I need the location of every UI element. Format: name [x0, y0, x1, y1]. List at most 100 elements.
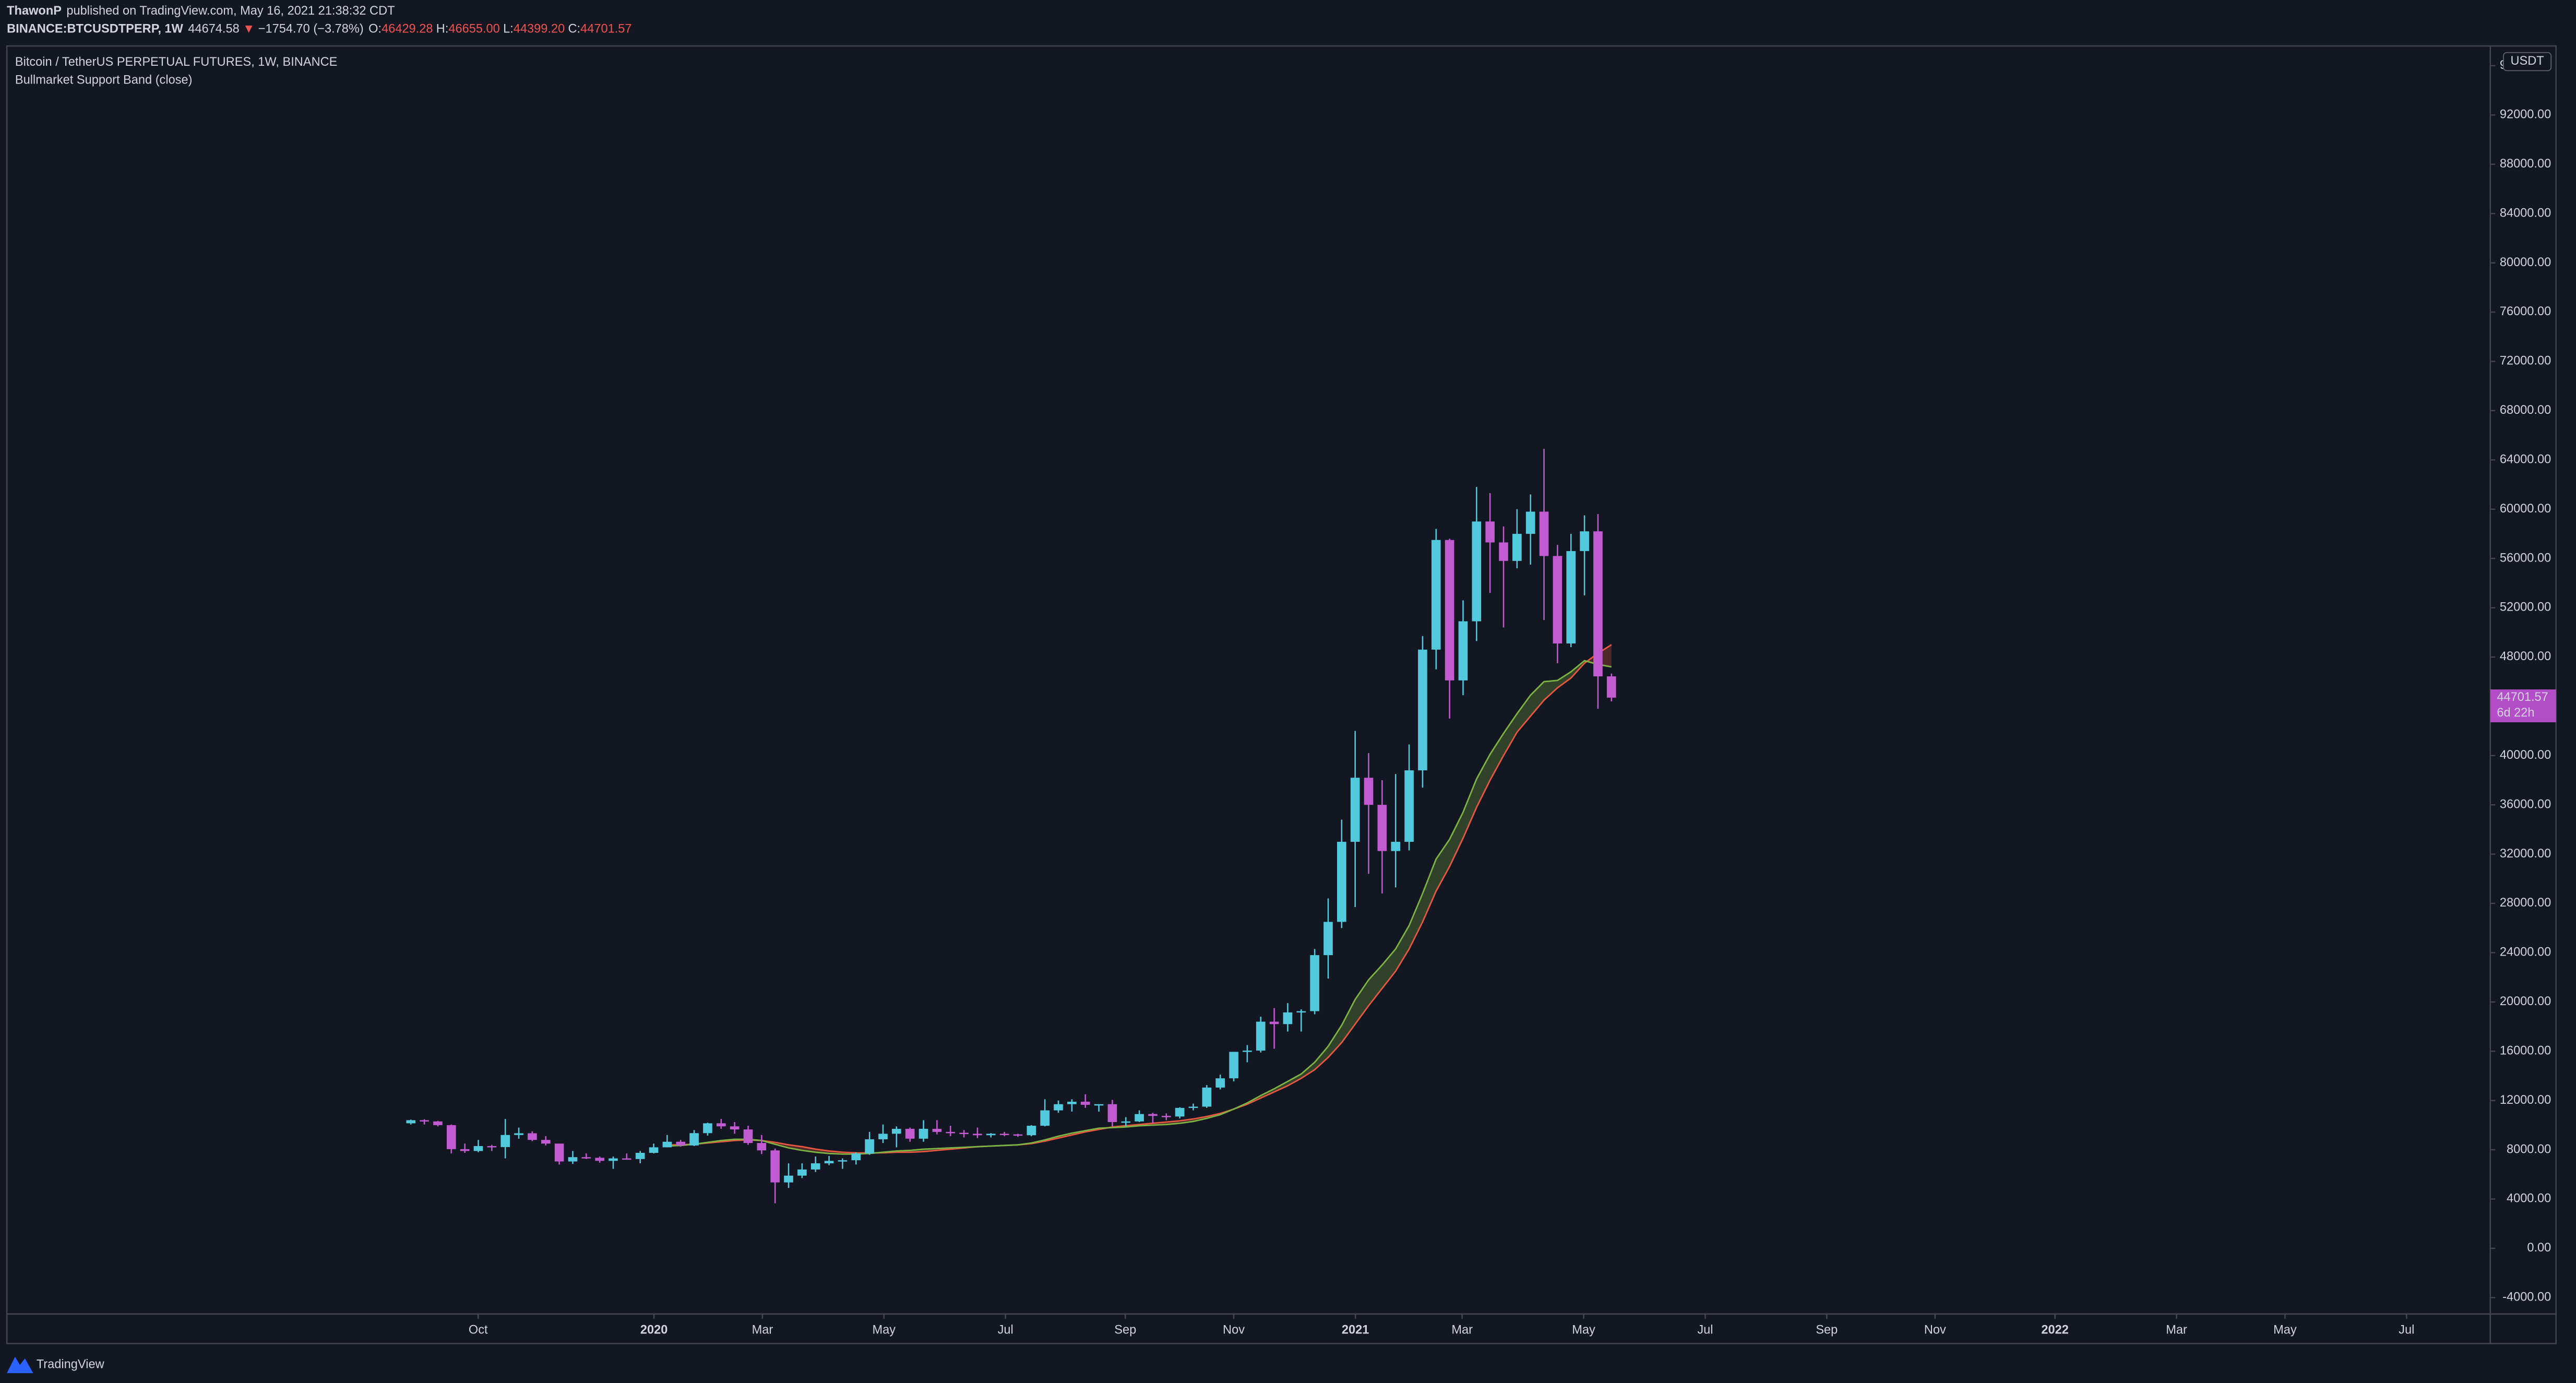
band-fill [1382, 949, 1396, 988]
candle-body [676, 1141, 686, 1146]
footer: TradingView [7, 1356, 105, 1374]
candle-body [1067, 1102, 1077, 1104]
candle-body [541, 1140, 551, 1144]
candle-body [770, 1150, 780, 1183]
y-tick-label: 0.00 [2527, 1241, 2551, 1255]
candle-body [1135, 1114, 1144, 1122]
candle-body [487, 1146, 497, 1148]
x-tick-label: 2020 [640, 1324, 668, 1337]
x-tick-label: Mar [2166, 1324, 2187, 1337]
y-tick-label: 8000.00 [2507, 1142, 2551, 1156]
candle-body [460, 1149, 470, 1151]
x-tick-label: Mar [752, 1324, 773, 1337]
axes: -4000.00 0.00 4000.00 8000.00 12000.00 16000.… [469, 52, 2556, 1337]
change-arrow: ▼ [243, 22, 255, 36]
candle-body [1391, 841, 1401, 851]
candle-body [1013, 1134, 1023, 1136]
candle-body [1283, 1012, 1293, 1024]
candle-body [1310, 955, 1319, 1011]
y-tick-label: 36000.00 [2500, 797, 2551, 811]
logo [7, 1356, 33, 1374]
y-tick-label: -4000.00 [2502, 1291, 2551, 1304]
band-fill [1287, 1074, 1302, 1086]
band-fill [1503, 713, 1517, 756]
candle-body [959, 1132, 969, 1135]
band-fill [1301, 1062, 1315, 1079]
candle-body [986, 1134, 996, 1136]
chart-title: Bitcoin / TetherUS PERPETUAL FUTURES, 1W… [15, 55, 338, 69]
candle-body [1175, 1107, 1185, 1117]
candle-body [447, 1125, 456, 1149]
y-tick-label: 76000.00 [2500, 305, 2551, 318]
y-tick-label: 24000.00 [2500, 946, 2551, 959]
y-tick-label: 84000.00 [2500, 206, 2551, 220]
x-tick-label: Nov [1924, 1324, 1946, 1337]
candle-body [1593, 531, 1603, 676]
y-tick-label: 40000.00 [2500, 748, 2551, 762]
band-fill [1409, 893, 1423, 949]
candle-body [689, 1133, 699, 1146]
candle-body [635, 1152, 645, 1159]
candle-body [973, 1134, 982, 1136]
y-tick-label: 52000.00 [2500, 601, 2551, 614]
candle-body [824, 1161, 834, 1164]
y-tick-label: 4000.00 [2507, 1192, 2551, 1206]
y-tick-label: 32000.00 [2500, 847, 2551, 861]
candle-body [554, 1143, 564, 1162]
x-tick-label: Jul [1697, 1324, 1713, 1337]
candle-body [1553, 556, 1563, 643]
y-tick-label: 12000.00 [2500, 1093, 2551, 1107]
candle-body [703, 1123, 712, 1134]
y-tick-label: 20000.00 [2500, 995, 2551, 1008]
band-fill [1544, 680, 1558, 700]
candle-body [810, 1163, 820, 1170]
x-tick-label: Sep [1816, 1324, 1838, 1337]
candle-body [1107, 1104, 1117, 1122]
header-line-1: ThawonP published on TradingView.com, May… [7, 4, 395, 18]
x-tick-label: May [1572, 1324, 1595, 1337]
candle-body [784, 1175, 793, 1183]
candle-body [514, 1133, 523, 1135]
band-fill [1463, 779, 1477, 838]
candle-body [1215, 1078, 1225, 1088]
band-fill [1328, 1025, 1342, 1058]
x-tick-label: Jul [998, 1324, 1013, 1337]
y-tick-label: 16000.00 [2500, 1044, 2551, 1057]
candle-body [1580, 531, 1589, 551]
candle-body [1202, 1087, 1212, 1107]
y-tick-label: 80000.00 [2500, 256, 2551, 269]
candle-body [1458, 621, 1468, 681]
x-tick-label: May [872, 1324, 896, 1337]
candle-body [1512, 533, 1522, 561]
ohlc-key: O: [368, 22, 381, 36]
candle-body [1499, 542, 1508, 561]
x-tick-label: Jul [2399, 1324, 2414, 1337]
candle-body [622, 1158, 631, 1160]
candle-body [878, 1134, 888, 1140]
candle-body [919, 1128, 928, 1139]
candle-body [433, 1121, 443, 1125]
x-tick-label: 2021 [1342, 1324, 1369, 1337]
candle-body [865, 1139, 874, 1154]
band-fill [1449, 812, 1463, 867]
candle-body [1364, 778, 1374, 805]
candle-body [1161, 1116, 1171, 1117]
candle-body [1485, 521, 1495, 543]
candle-body [851, 1153, 861, 1161]
band-fill [1490, 733, 1504, 780]
candle-body [1296, 1011, 1306, 1013]
y-tick-label: 68000.00 [2500, 403, 2551, 417]
candle-body [1148, 1114, 1158, 1116]
candle-body [1525, 511, 1535, 534]
x-tick-label: Oct [469, 1324, 488, 1337]
candle-body [1080, 1102, 1090, 1105]
candle-body [1377, 805, 1387, 851]
candle-body [757, 1143, 767, 1151]
ohlc-key: C: [568, 22, 581, 36]
band-line [667, 644, 1612, 1154]
candle-body [1418, 649, 1427, 771]
ohlc-value: 46429.28 [381, 22, 433, 36]
band-fill [1422, 859, 1436, 922]
candle-body [1539, 511, 1549, 556]
